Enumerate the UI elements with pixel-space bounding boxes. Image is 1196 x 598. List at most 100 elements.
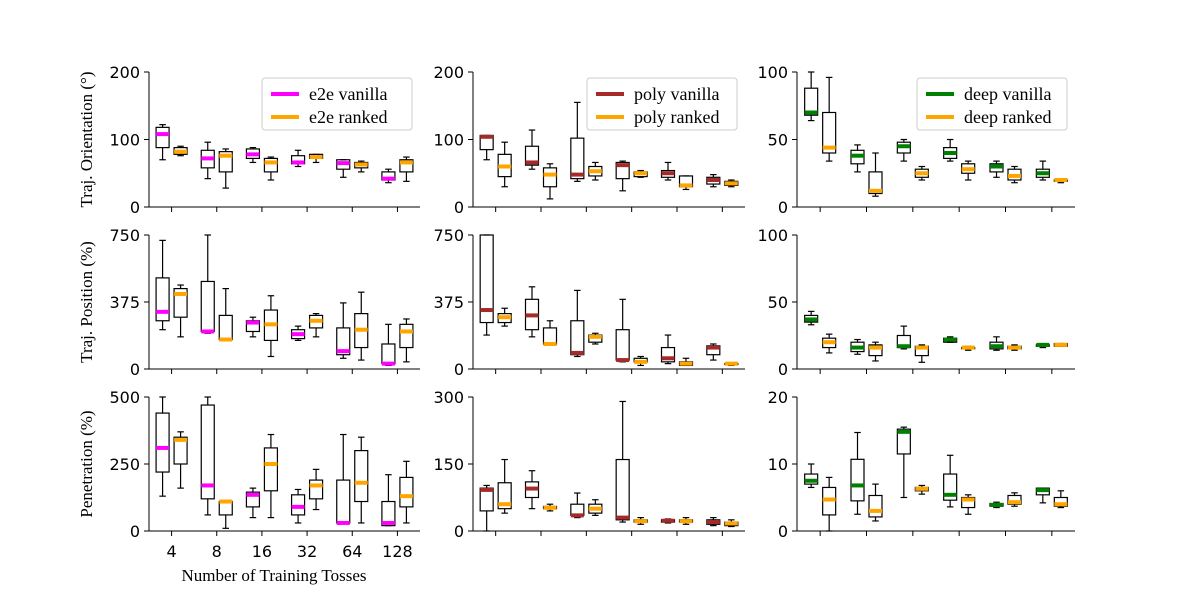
box-deep-vanilla-32 [943,138,958,162]
box-e2e-vanilla-4 [155,396,170,497]
box-iqr [868,494,883,518]
box-poly-vanilla-128 [706,174,721,188]
box-poly-vanilla-16 [570,101,585,182]
panel-r1-c2: 0 50 100 [757,226,1075,379]
box-e2e-vanilla-64 [336,302,351,359]
box-poly-ranked-4 [497,307,512,327]
x-tick-label: 128 [382,542,413,561]
box-e2e-vanilla-32 [290,488,306,524]
box-deep-ranked-4 [822,333,837,354]
box-e2e-vanilla-16 [245,316,261,338]
box-iqr [308,479,324,500]
y-tick-label: 0 [130,522,140,541]
box-deep-ranked-4 [822,476,837,532]
box-iqr [245,491,261,508]
box-iqr [822,111,837,154]
box-deep-ranked-16 [914,484,929,495]
y-tick-label: 0 [130,360,140,379]
y-tick-label: 375 [433,293,464,312]
box-poly-ranked-128 [724,179,739,188]
y-tick-label: 250 [109,455,140,474]
box-iqr [850,458,865,502]
box-deep-vanilla-64 [989,336,1004,351]
box-iqr [615,458,630,521]
box-poly-vanilla-16 [570,289,585,358]
y-tick-label: 750 [433,226,464,245]
box-deep-vanilla-64 [989,160,1004,178]
box-iqr [1007,494,1022,505]
box-poly-vanilla-128 [706,343,721,361]
box-e2e-ranked-128 [399,460,414,524]
box-e2e-ranked-16 [263,433,279,519]
legend-label: e2e vanilla [309,84,387,104]
box-iqr [524,145,540,166]
box-iqr [200,404,215,500]
box-deep-vanilla-64 [989,501,1004,509]
box-iqr [381,500,396,527]
box-iqr [1053,496,1068,507]
x-tick-label: 16 [252,542,272,561]
box-poly-vanilla-32 [615,298,630,363]
y-tick-label: 500 [109,388,140,407]
box-iqr [804,87,819,116]
box-deep-ranked-8 [868,483,883,522]
box-iqr [263,447,279,492]
box-deep-ranked-64 [1007,165,1022,184]
box-iqr [290,494,306,516]
box-iqr [868,344,883,357]
y-tick-label: 375 [109,293,140,312]
legend-frame [916,77,1068,131]
y-tick-label: 100 [433,131,464,150]
x-tick-label: 4 [166,542,176,561]
box-poly-ranked-16 [588,332,603,345]
x-tick-label: 8 [212,542,222,561]
box-poly-vanilla-8 [524,129,540,170]
y-tick-label: 0 [778,522,788,541]
box-e2e-ranked-8 [218,288,233,342]
box-poly-ranked-32 [633,169,648,178]
box-deep-vanilla-16 [896,325,911,350]
box-e2e-vanilla-32 [290,325,306,342]
legend-label: e2e ranked [309,107,387,127]
box-deep-ranked-32 [961,160,976,181]
box-poly-ranked-8 [542,320,558,346]
box-iqr [542,167,558,188]
box-deep-vanilla-4 [804,310,819,326]
panel-r1-c0: 0 375 750 Traj. Position (%) [77,226,420,379]
box-poly-vanilla-64 [660,334,676,365]
box-iqr [896,428,911,455]
y-axis-label: Traj. Position (%) [77,241,96,363]
box-poly-vanilla-4 [479,134,494,161]
box-iqr [336,327,351,356]
box-iqr [173,436,188,465]
box-iqr [218,500,233,516]
box-deep-ranked-128 [1053,490,1068,509]
box-poly-ranked-16 [588,499,603,516]
box-deep-ranked-64 [1007,492,1022,507]
box-iqr [542,327,558,345]
box-poly-vanilla-32 [615,160,630,192]
box-e2e-ranked-16 [263,295,279,358]
box-e2e-ranked-16 [263,156,279,181]
box-e2e-vanilla-128 [381,474,396,527]
box-poly-vanilla-32 [615,400,630,523]
legend-e2e: e2e vanilla e2e ranked [261,77,413,131]
box-deep-vanilla-16 [896,426,911,499]
box-e2e-vanilla-4 [155,124,170,161]
box-poly-vanilla-8 [524,470,540,510]
y-tick-label: 50 [768,131,788,150]
box-iqr [155,412,170,473]
box-e2e-ranked-32 [308,468,324,511]
box-e2e-vanilla-8 [200,396,215,516]
y-tick-label: 0 [454,522,464,541]
panel-r2-c0: 0 250 500 Penetration (%) 4 8 16 32 64 128 [77,388,420,561]
box-e2e-vanilla-4 [155,239,170,331]
box-deep-ranked-8 [868,341,883,362]
y-tick-label: 0 [130,198,140,217]
legend-label: deep ranked [964,107,1051,127]
y-tick-label: 100 [109,131,140,150]
box-iqr [173,288,188,318]
box-iqr [218,314,233,341]
box-e2e-vanilla-32 [290,149,306,168]
